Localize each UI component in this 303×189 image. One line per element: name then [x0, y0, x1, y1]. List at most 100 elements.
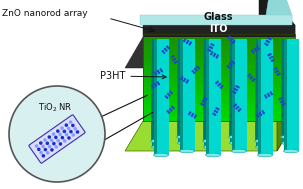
Circle shape: [211, 51, 213, 54]
Circle shape: [217, 108, 220, 110]
Polygon shape: [281, 39, 291, 137]
Polygon shape: [125, 37, 295, 68]
Circle shape: [72, 133, 75, 137]
Polygon shape: [143, 104, 295, 108]
Polygon shape: [231, 39, 247, 151]
Polygon shape: [143, 66, 295, 71]
Circle shape: [214, 114, 216, 116]
Circle shape: [181, 76, 183, 79]
Polygon shape: [143, 87, 295, 92]
Circle shape: [71, 124, 75, 127]
Circle shape: [219, 83, 221, 85]
Circle shape: [168, 47, 170, 49]
Circle shape: [161, 50, 164, 53]
Circle shape: [158, 71, 160, 74]
Ellipse shape: [255, 145, 268, 149]
Circle shape: [56, 139, 60, 143]
Circle shape: [202, 104, 204, 106]
Circle shape: [282, 100, 284, 102]
Polygon shape: [258, 39, 272, 155]
Circle shape: [268, 41, 270, 43]
Polygon shape: [255, 39, 258, 147]
Circle shape: [191, 70, 194, 72]
Circle shape: [46, 151, 49, 155]
Polygon shape: [281, 39, 284, 137]
Polygon shape: [228, 39, 239, 137]
Circle shape: [267, 93, 269, 95]
Circle shape: [58, 132, 62, 136]
Circle shape: [257, 46, 259, 49]
Polygon shape: [152, 39, 165, 147]
Circle shape: [158, 83, 160, 85]
Polygon shape: [256, 0, 292, 78]
Polygon shape: [281, 39, 285, 143]
Circle shape: [227, 65, 229, 67]
Polygon shape: [231, 39, 235, 151]
Circle shape: [195, 114, 197, 117]
Circle shape: [167, 93, 169, 95]
Circle shape: [235, 104, 237, 106]
Polygon shape: [151, 39, 161, 141]
Polygon shape: [152, 39, 155, 147]
Circle shape: [249, 77, 252, 80]
Circle shape: [259, 112, 261, 114]
Polygon shape: [177, 39, 179, 137]
Circle shape: [54, 136, 58, 139]
Polygon shape: [151, 39, 154, 141]
Circle shape: [215, 56, 218, 59]
Circle shape: [9, 86, 105, 182]
Circle shape: [184, 38, 186, 41]
Polygon shape: [143, 96, 295, 100]
Circle shape: [214, 110, 216, 112]
Circle shape: [217, 84, 220, 87]
Polygon shape: [228, 39, 231, 137]
Circle shape: [230, 64, 233, 67]
Circle shape: [165, 49, 168, 52]
Circle shape: [172, 59, 175, 61]
Circle shape: [234, 88, 236, 90]
Circle shape: [39, 151, 43, 154]
Circle shape: [255, 50, 257, 52]
Circle shape: [205, 98, 208, 100]
Polygon shape: [179, 39, 182, 151]
Circle shape: [235, 85, 238, 88]
Polygon shape: [143, 37, 295, 41]
Circle shape: [269, 57, 271, 59]
Circle shape: [254, 48, 256, 50]
Circle shape: [168, 94, 171, 97]
Polygon shape: [178, 39, 181, 143]
Circle shape: [215, 111, 218, 113]
Circle shape: [261, 110, 264, 113]
Circle shape: [42, 154, 45, 158]
Circle shape: [251, 76, 253, 78]
Circle shape: [154, 83, 156, 85]
Circle shape: [171, 92, 173, 94]
Circle shape: [154, 71, 156, 74]
Circle shape: [247, 75, 250, 77]
Circle shape: [229, 39, 232, 42]
Circle shape: [248, 74, 251, 76]
Polygon shape: [281, 39, 295, 143]
Polygon shape: [179, 39, 195, 151]
Circle shape: [257, 115, 259, 118]
Circle shape: [152, 86, 155, 88]
Circle shape: [221, 85, 224, 88]
Circle shape: [278, 73, 281, 75]
Polygon shape: [255, 39, 265, 141]
Polygon shape: [255, 39, 268, 147]
Circle shape: [232, 41, 234, 44]
Ellipse shape: [178, 141, 191, 145]
Circle shape: [171, 105, 173, 108]
Circle shape: [209, 50, 211, 52]
Circle shape: [228, 36, 231, 38]
Circle shape: [41, 145, 45, 148]
Polygon shape: [140, 15, 292, 25]
Circle shape: [237, 106, 239, 108]
Circle shape: [61, 136, 64, 139]
Polygon shape: [143, 113, 295, 117]
Ellipse shape: [281, 141, 295, 145]
Circle shape: [275, 71, 278, 73]
Circle shape: [76, 130, 79, 134]
Circle shape: [283, 103, 286, 105]
Polygon shape: [177, 39, 188, 137]
